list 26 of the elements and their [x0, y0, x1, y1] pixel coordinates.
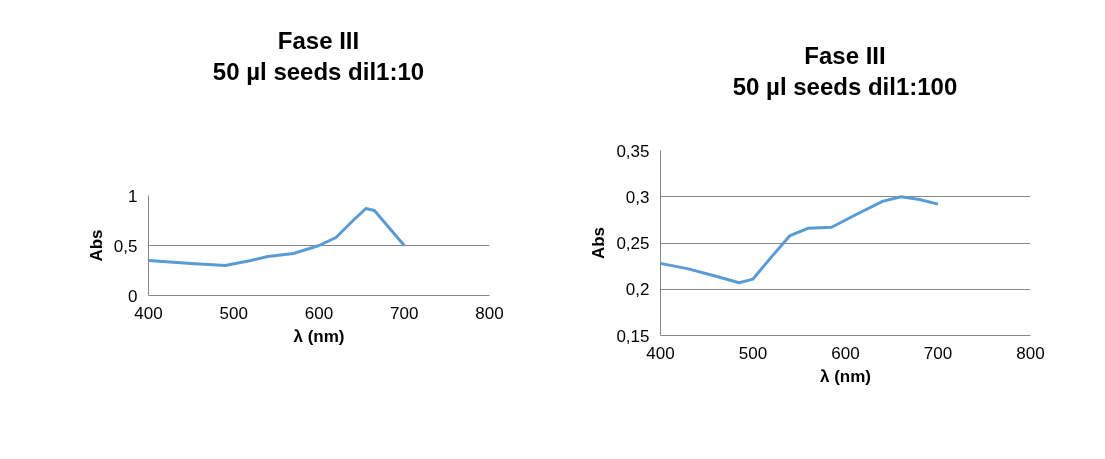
- x-tick-label: 400: [134, 303, 163, 323]
- y-tick-label: 0,2: [625, 280, 650, 300]
- y-tick-label: 0,3: [625, 187, 650, 207]
- x-tick-label: 800: [1016, 343, 1045, 363]
- line-series: [660, 195, 940, 285]
- chart-title: Fase III 50 µl seeds dil1:10: [212, 26, 425, 88]
- x-tick-label: 400: [646, 343, 675, 363]
- x-tick-label: 600: [304, 303, 334, 323]
- x-tick-label: 500: [219, 303, 248, 323]
- y-axis-title: Abs: [589, 226, 609, 260]
- x-tick-label: 800: [475, 303, 504, 323]
- y-tick-label: 0: [128, 286, 138, 306]
- y-axis-title: Abs: [86, 229, 106, 262]
- x-axis-title: λ (nm): [293, 326, 345, 346]
- y-tick-label: 1: [128, 186, 138, 206]
- line-series: [148, 207, 406, 267]
- x-tick-label: 700: [390, 303, 419, 323]
- y-tick-label: 0,25: [616, 234, 650, 253]
- x-tick-label: 600: [831, 343, 860, 363]
- y-tick-label: 0,15: [616, 326, 650, 346]
- x-tick-label: 700: [923, 343, 953, 363]
- y-tick-label: 0,5: [113, 236, 138, 256]
- x-axis-title: λ (nm): [820, 366, 871, 386]
- y-tick-label: 0,35: [616, 141, 650, 161]
- x-tick-label: 500: [738, 343, 768, 363]
- chart-title: Fase III 50 µl seeds dil1:100: [732, 41, 958, 103]
